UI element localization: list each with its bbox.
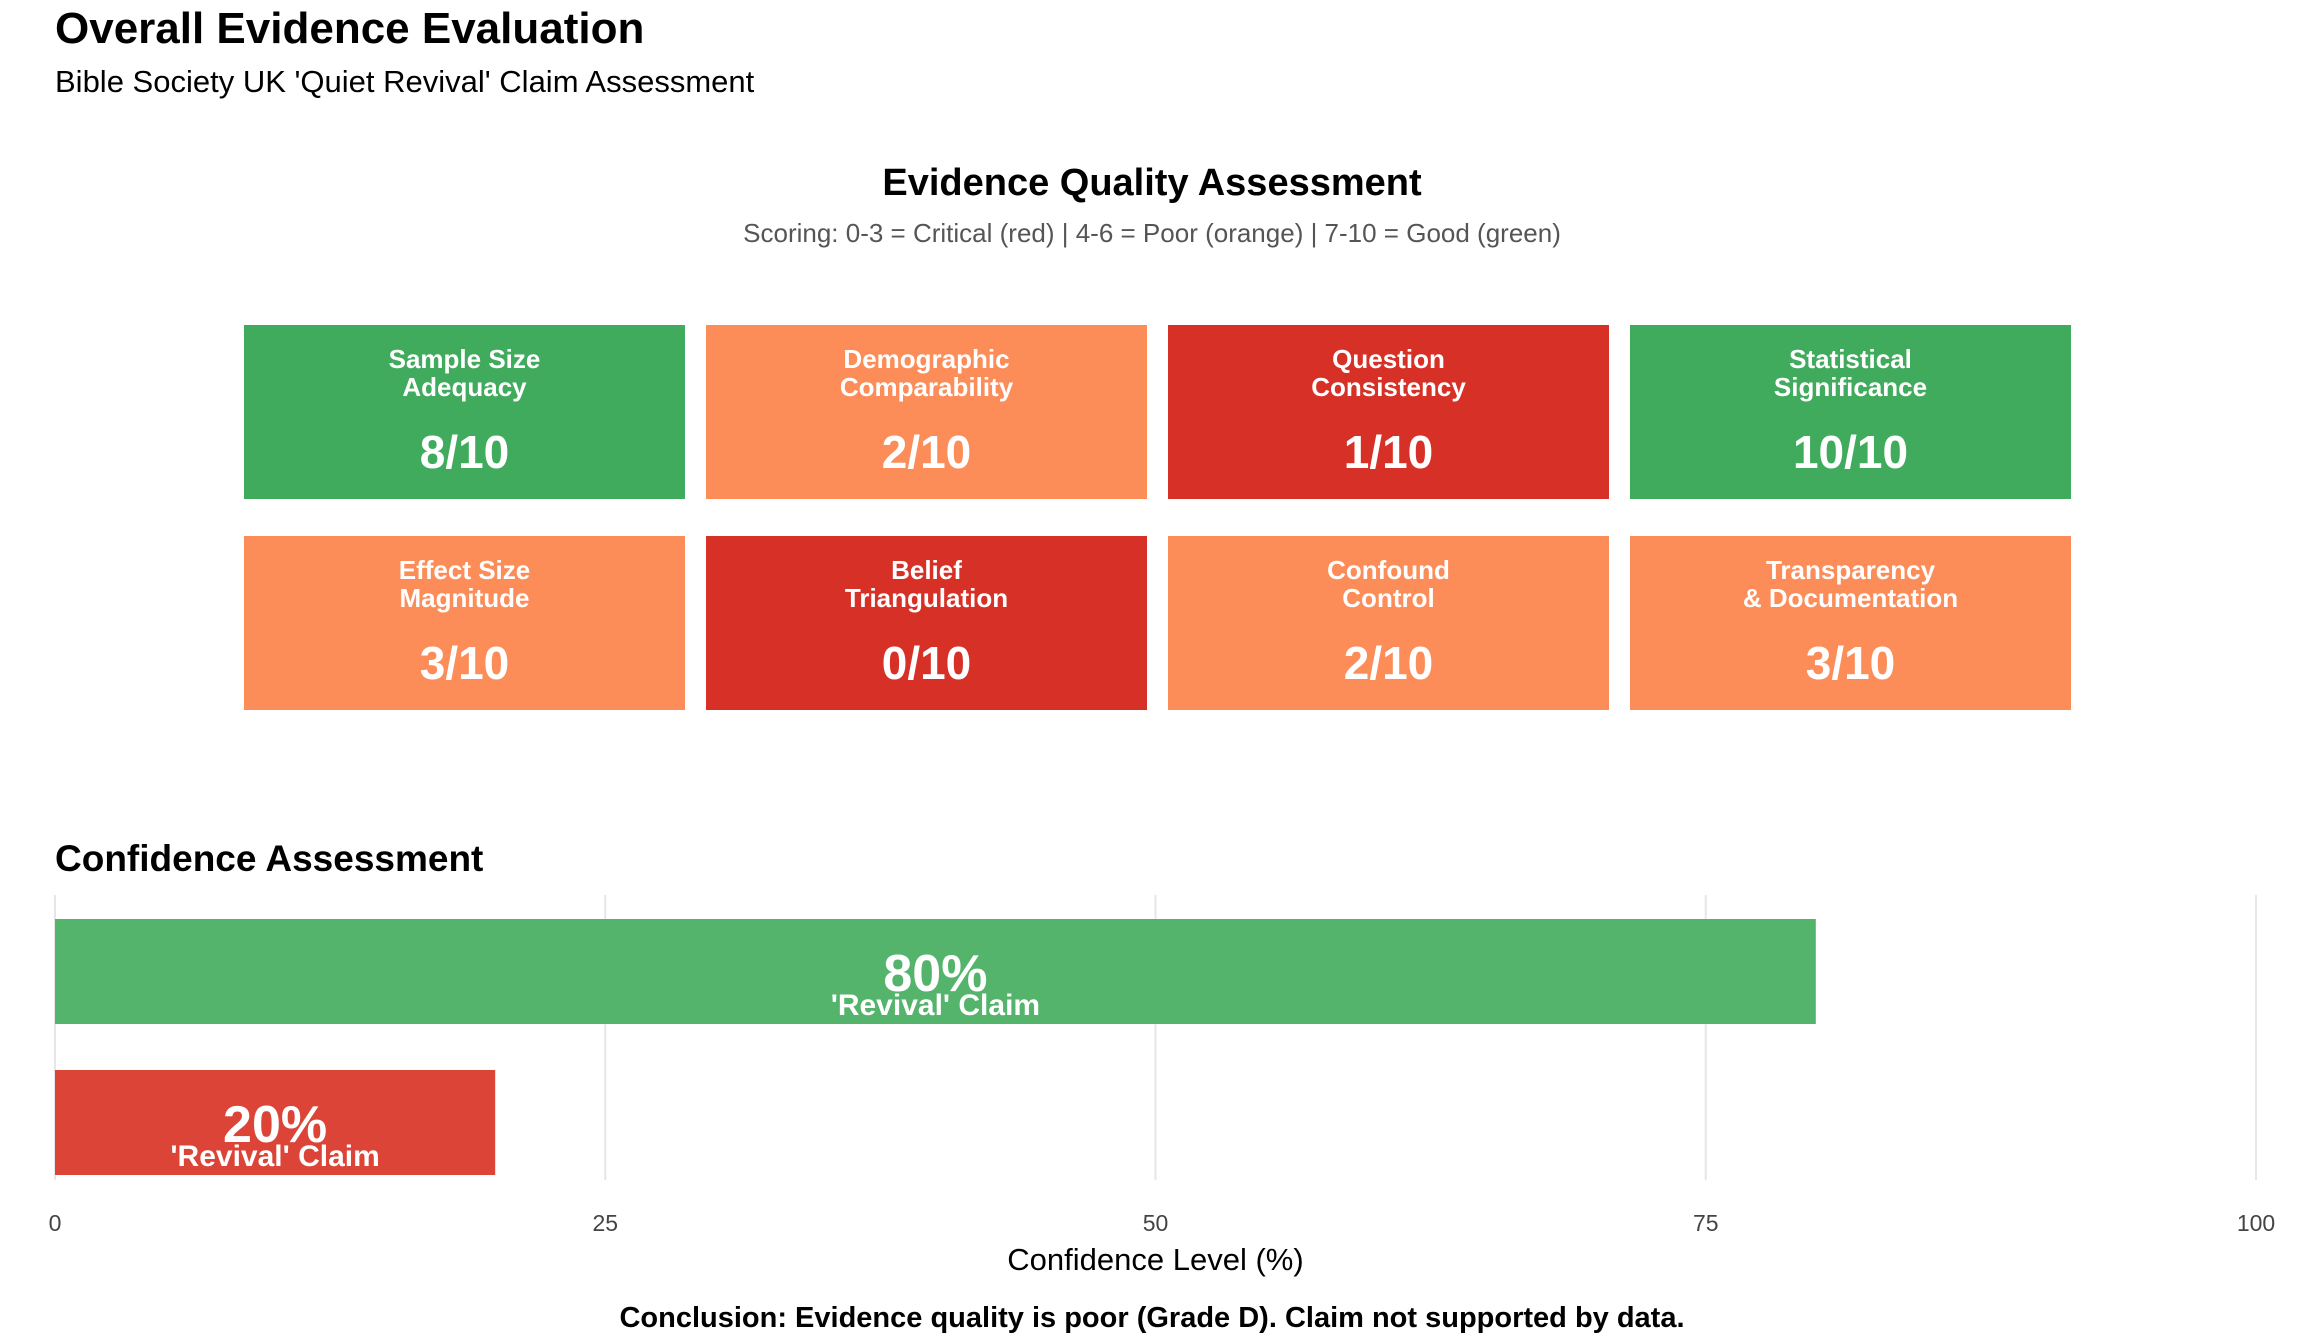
score-tile: Effect Size Magnitude 3/10 [244,536,685,710]
score-tile-label: Sample Size Adequacy [388,344,541,402]
score-tile-value: 3/10 [419,637,510,689]
score-tile-value: 2/10 [1343,637,1434,689]
score-tile: Demographic Comparability 2/10 [706,325,1147,499]
score-tile: Transparency & Documentation 3/10 [1630,536,2071,710]
confidence-title: Confidence Assessment [55,838,484,879]
x-tick-label: 100 [2237,1210,2275,1236]
page-title: Overall Evidence Evaluation [55,4,645,53]
score-tile-label: Statistical Significance [1773,344,1928,402]
score-tile-value: 0/10 [881,637,972,689]
x-tick-label: 50 [1143,1210,1169,1236]
score-tile: Confound Control 2/10 [1168,536,1609,710]
score-tile-label: Demographic Comparability [839,344,1014,402]
score-tile-label: Confound Control [1327,555,1450,613]
page-subtitle: Bible Society UK 'Quiet Revival' Claim A… [55,64,755,99]
bar-value-label: 80% [883,945,987,1003]
score-tile-value: 2/10 [881,426,972,478]
confidence-bar [55,919,1816,1024]
score-tile-label: Effect Size Magnitude [398,555,531,613]
x-axis-title: Confidence Level (%) [1007,1242,1303,1277]
x-tick-label: 0 [49,1210,62,1236]
bar-category-label: 'Revival' Claim [831,989,1040,1022]
score-tile-value: 10/10 [1792,426,1909,478]
score-tile-label: Transparency & Documentation [1742,555,1959,613]
x-tick-label: 25 [592,1210,618,1236]
x-tick-label: 75 [1693,1210,1719,1236]
score-tile: Question Consistency 1/10 [1168,325,1609,499]
conclusion-text: Conclusion: Evidence quality is poor (Gr… [619,1302,1685,1334]
bar-category-label: 'Revival' Claim [170,1140,379,1173]
bar-value-label: 20% [223,1096,327,1154]
score-tile: Belief Triangulation 0/10 [706,536,1147,710]
confidence-bar [55,1070,496,1175]
score-tile-value: 8/10 [419,426,510,478]
evidence-quality-scoring-note: Scoring: 0-3 = Critical (red) | 4-6 = Po… [743,218,1561,248]
score-tile: Sample Size Adequacy 8/10 [244,325,685,499]
score-tile-label: Question Consistency [1311,344,1466,402]
evidence-quality-title: Evidence Quality Assessment [882,162,1422,204]
score-tile-value: 3/10 [1805,637,1896,689]
score-tile-label: Belief Triangulation [844,555,1009,613]
score-tile: Statistical Significance 10/10 [1630,325,2071,499]
score-tile-value: 1/10 [1343,426,1434,478]
